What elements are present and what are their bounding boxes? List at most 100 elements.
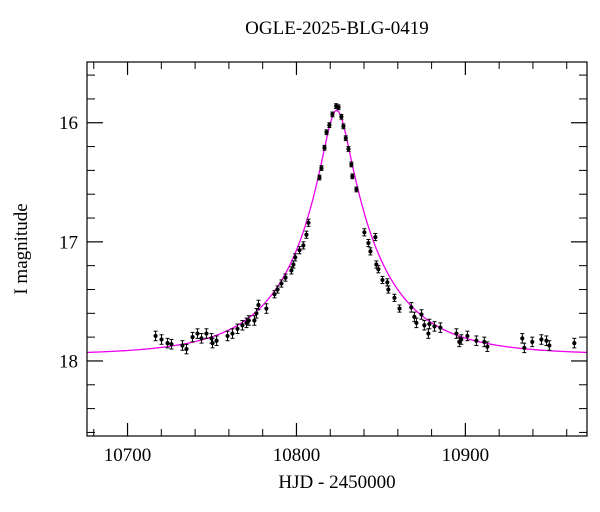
point-marker — [349, 162, 354, 167]
y-tick-label: 16 — [59, 113, 78, 134]
data-point — [190, 331, 195, 343]
data-point — [153, 330, 158, 342]
point-marker — [362, 230, 367, 235]
data-point — [317, 174, 322, 181]
data-point — [184, 343, 189, 355]
data-point — [374, 260, 379, 269]
data-point — [289, 266, 294, 275]
point-marker — [180, 343, 185, 348]
point-marker — [386, 287, 391, 292]
point-marker — [376, 267, 381, 272]
point-marker — [547, 343, 552, 348]
data-point — [319, 165, 324, 171]
data-point — [376, 265, 381, 274]
point-marker — [530, 339, 535, 345]
point-marker — [159, 337, 164, 342]
data-point — [366, 238, 371, 248]
plot-frame — [86, 61, 588, 437]
data-point — [297, 246, 302, 255]
data-point — [293, 253, 298, 262]
data-point — [272, 290, 277, 299]
point-marker — [336, 105, 341, 110]
x-axis-label: HJD - 2450000 — [278, 472, 396, 493]
data-point — [254, 308, 259, 319]
point-marker — [459, 337, 464, 342]
data-point — [432, 321, 437, 332]
data-point — [225, 330, 230, 342]
data-point — [346, 146, 351, 152]
point-marker — [373, 234, 378, 240]
point-marker — [397, 306, 402, 311]
point-marker — [346, 146, 351, 152]
data-point — [279, 279, 284, 288]
data-point — [235, 323, 240, 335]
point-marker — [319, 165, 324, 171]
point-marker — [482, 339, 487, 345]
x-tick-label: 10800 — [273, 445, 321, 466]
data-point — [304, 230, 309, 239]
data-point — [256, 299, 261, 311]
data-point — [275, 285, 280, 294]
data-point — [485, 341, 490, 352]
point-marker — [240, 323, 245, 328]
data-point — [339, 113, 344, 120]
data-point — [349, 161, 354, 168]
data-point — [392, 293, 397, 302]
point-marker — [165, 340, 170, 346]
data-point — [246, 315, 251, 326]
data-point — [214, 335, 219, 346]
data-point — [165, 337, 170, 349]
point-marker — [380, 277, 385, 283]
point-marker — [289, 268, 294, 273]
data-point — [301, 241, 306, 250]
point-marker — [572, 340, 577, 346]
point-marker — [306, 220, 311, 225]
point-marker — [354, 187, 359, 192]
point-marker — [169, 342, 174, 347]
point-marker — [330, 112, 335, 117]
point-marker — [327, 123, 332, 128]
point-marker — [322, 145, 327, 150]
data-point — [412, 311, 417, 323]
data-point — [426, 328, 431, 339]
point-marker — [427, 321, 432, 327]
point-marker — [283, 275, 288, 280]
data-point — [240, 319, 245, 331]
point-marker — [254, 311, 259, 316]
data-point — [264, 303, 269, 314]
data-point — [322, 144, 327, 151]
point-marker — [539, 337, 544, 342]
data-point — [169, 339, 174, 350]
data-point — [195, 328, 200, 339]
point-marker — [317, 175, 322, 180]
point-marker — [343, 136, 348, 141]
point-marker — [230, 331, 235, 336]
point-marker — [195, 331, 200, 336]
point-marker — [544, 338, 549, 343]
point-marker — [366, 240, 371, 246]
data-point — [341, 123, 346, 130]
data-point — [324, 129, 329, 136]
data-point — [380, 275, 385, 285]
data-point — [474, 335, 479, 346]
point-marker — [474, 338, 479, 343]
data-point — [465, 330, 470, 342]
data-point — [283, 273, 288, 282]
point-marker — [454, 331, 459, 336]
data-point — [385, 278, 390, 287]
point-marker — [210, 340, 215, 346]
data-point — [354, 186, 359, 193]
point-marker — [252, 318, 257, 323]
point-marker — [324, 130, 329, 135]
point-marker — [520, 336, 525, 341]
data-point — [336, 104, 341, 111]
point-marker — [414, 320, 419, 325]
point-marker — [204, 331, 209, 336]
point-marker — [256, 302, 261, 308]
chart-title: OGLE-2025-BLG-0419 — [245, 18, 429, 39]
point-marker — [264, 306, 269, 311]
data-point — [572, 337, 577, 349]
data-point — [368, 247, 373, 256]
x-tick-label: 10700 — [104, 445, 152, 466]
data-point — [386, 285, 391, 294]
